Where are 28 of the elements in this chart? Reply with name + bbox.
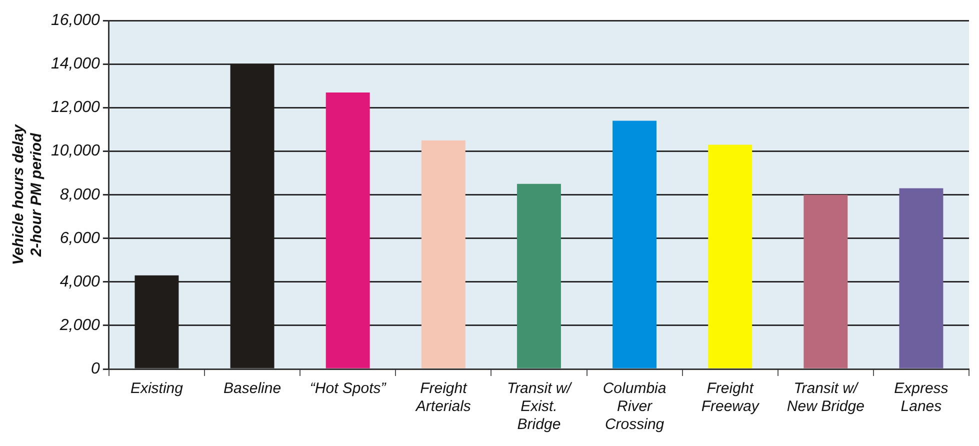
y-tick-label: 16,000	[51, 12, 100, 30]
y-tick-label: 10,000	[51, 142, 100, 160]
y-tick-label: 8,000	[60, 186, 100, 204]
x-tick-label: Transit w/ New Bridge	[786, 380, 864, 416]
x-tick-label: Baseline	[224, 380, 282, 398]
bar	[899, 188, 944, 368]
x-tick-label: Existing	[130, 380, 184, 398]
bar	[612, 120, 657, 368]
bar	[230, 64, 274, 368]
x-tick-label: Express Lanes	[894, 380, 949, 416]
x-tick-label: “Hot Spots”	[310, 380, 387, 398]
bar	[326, 92, 370, 368]
x-tick-label: Freight Freeway	[701, 380, 760, 416]
x-tick-label: Transit w/ Exist. Bridge	[507, 380, 573, 434]
x-tick-label: Freight Arterials	[414, 380, 472, 416]
y-tick-label: 6,000	[60, 230, 100, 247]
y-tick-label: 14,000	[51, 56, 100, 73]
bar	[804, 194, 848, 368]
y-tick-label: 0	[91, 360, 100, 378]
bar	[134, 275, 179, 368]
y-axis-title: Vehicle hours delay 2-hour PM period	[10, 124, 46, 265]
y-tick-label: 2,000	[58, 316, 100, 334]
bar	[516, 184, 561, 368]
x-tick-label: Columbia River Crossing	[602, 380, 666, 434]
bar	[708, 144, 752, 368]
y-tick-label: 12,000	[51, 99, 100, 116]
bar	[421, 140, 466, 368]
y-tick-label: 4,000	[60, 273, 100, 290]
